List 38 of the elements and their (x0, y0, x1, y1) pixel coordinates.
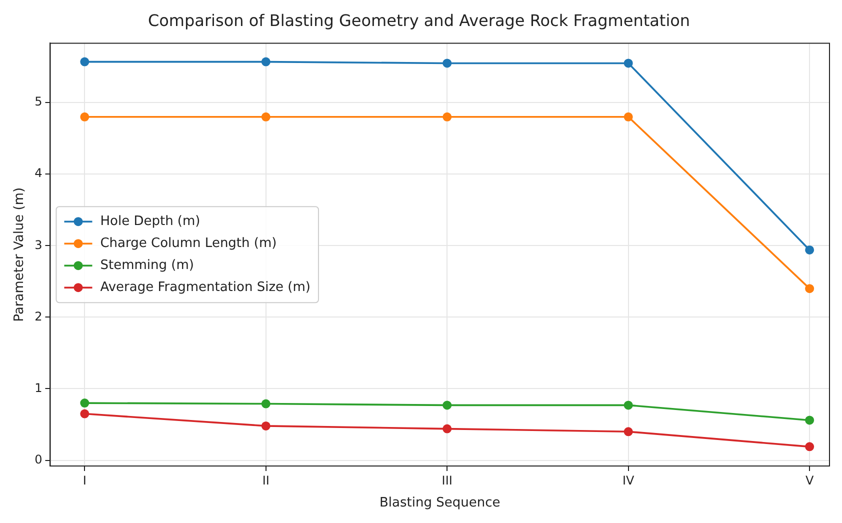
point (805, 416, 814, 425)
x-tick-label: III (442, 473, 452, 488)
x-axis-title: Blasting Sequence (380, 496, 500, 511)
point (442, 400, 452, 410)
legend-label: Average Fragmentation Size (m) (100, 280, 310, 295)
point (261, 112, 270, 122)
point (80, 112, 90, 122)
y-tick-label: 0 (34, 452, 42, 466)
y-tick-label: 4 (34, 166, 42, 180)
point (261, 421, 270, 430)
point (80, 409, 90, 418)
chart-title: Comparison of Blasting Geometry and Average Rock Fragmentation (148, 10, 690, 30)
x-tick-label: V (805, 473, 814, 488)
point (442, 112, 452, 122)
legend-label: Charge Column Length (m) (100, 236, 277, 251)
point (624, 400, 633, 410)
point (805, 284, 814, 294)
point (624, 58, 633, 68)
point (442, 424, 452, 434)
point (80, 398, 90, 408)
point (805, 442, 814, 452)
point (261, 399, 270, 408)
point (261, 57, 270, 66)
x-tick-label: II (262, 473, 270, 488)
point (805, 245, 814, 254)
y-tick-label: 5 (34, 94, 42, 109)
point (624, 112, 633, 122)
point (442, 58, 452, 68)
y-axis-title: Parameter Value (m) (12, 187, 28, 322)
legend-label: Stemming (m) (100, 258, 194, 273)
y-tick-label: 1 (34, 380, 42, 395)
legend-label: Hole Depth (m) (100, 214, 200, 229)
y-tick-label: 3 (34, 238, 42, 252)
point (80, 57, 90, 66)
y-tick-label: 2 (34, 309, 42, 324)
point (624, 427, 633, 436)
x-tick-label: I (82, 473, 86, 488)
x-tick-label: IV (622, 473, 636, 488)
